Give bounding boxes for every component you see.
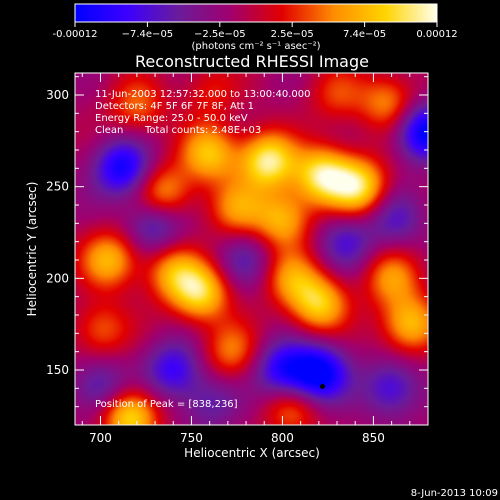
info-peak: Position of Peak = [838,236] [95,399,238,410]
x-tick-label: 800 [271,431,294,445]
axes: 700 750 800 850 150 200 250 300 [46,73,429,445]
heatmap-image [75,73,428,425]
info-detectors: Detectors: 4F 5F 6F 7F 8F, Att 1 [95,101,254,112]
footer-timestamp: 8-Jun-2013 10:09 [411,488,498,499]
colorbar-tick-label: −7.4e−05 [122,29,174,40]
y-tick-label: 250 [46,180,69,194]
colorbar-tick-label: 7.4e−05 [343,29,386,40]
marks-layer [319,384,325,389]
plot-frame [74,72,429,426]
x-axis-label: Heliocentric X (arcsec) [184,446,320,460]
info-method: Clean [95,125,123,136]
peak-marker [319,384,325,389]
colorbar-tick-label: 0.00012 [416,29,457,40]
y-tick-label: 300 [46,88,69,102]
x-tick-label: 750 [180,431,203,445]
x-tick-label: 850 [362,431,385,445]
colorbar-tick-label: −2.5e−05 [194,29,246,40]
colorbar-tick-label: -0.00012 [53,29,98,40]
y-tick-label: 150 [46,363,69,377]
y-tick-label: 200 [46,271,69,285]
colorbar [74,3,438,23]
info-time-range: 11-Jun-2003 12:57:32.000 to 13:00:40.000 [95,89,311,100]
y-axis-label: Heliocentric Y (arcsec) [25,182,39,317]
colorbar-tick-label: 2.5e−05 [271,29,314,40]
colorbar-unit-label: (photons cm⁻² s⁻¹ asec⁻²) [191,41,320,52]
colorbar-ticks: -0.00012 −7.4e−05 −2.5e−05 2.5e−05 7.4e−05 0.… [53,22,458,40]
info-counts: Total counts: 2.48E+03 [144,125,261,136]
info-energy: Energy Range: 25.0 - 50.0 keV [95,113,248,124]
chart-title: Reconstructed RHESSI Image [135,52,369,71]
x-tick-label: 700 [89,431,112,445]
